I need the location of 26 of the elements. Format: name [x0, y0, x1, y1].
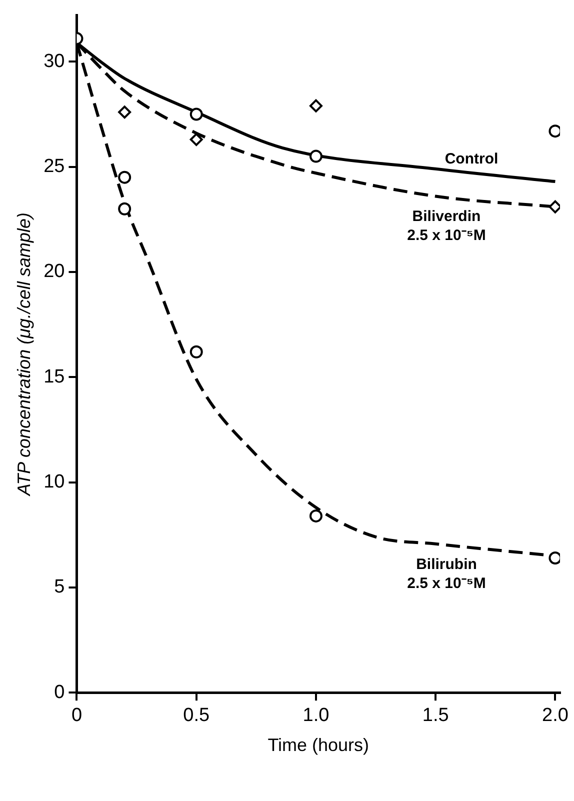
point — [118, 106, 132, 119]
x-tick-label: 1.5 — [422, 705, 449, 726]
x-axis-title: Time (hours) — [268, 735, 370, 756]
y-tick-label: 5 — [54, 576, 65, 598]
point — [309, 509, 322, 522]
point — [118, 170, 132, 184]
y-tick-label: 25 — [44, 156, 65, 178]
y-tick-label: 0 — [54, 682, 65, 703]
y-tick-label: 10 — [44, 472, 65, 493]
series-label: Bilirubin 2.5 x 10⁻⁵M — [407, 556, 486, 592]
x-tick-label: 0.5 — [183, 705, 210, 726]
point — [309, 150, 322, 163]
x-tick-label: 0 — [71, 705, 82, 726]
y-tick-label: 15 — [44, 366, 65, 388]
point — [190, 108, 203, 121]
point — [190, 345, 203, 358]
series-label: Control — [444, 150, 498, 168]
y-tick-label: 30 — [44, 50, 65, 72]
y-tick-label: 20 — [44, 261, 65, 282]
y-axis-title: ATP concentration (μg./cell sample) — [14, 212, 34, 496]
point — [118, 202, 132, 216]
point — [190, 132, 203, 146]
x-tick-label: 1.0 — [302, 705, 330, 726]
point — [309, 99, 322, 112]
series-label: Biliverdin 2.5 x 10⁻⁵M — [407, 208, 486, 244]
x-tick-label: 2.0 — [542, 705, 568, 726]
